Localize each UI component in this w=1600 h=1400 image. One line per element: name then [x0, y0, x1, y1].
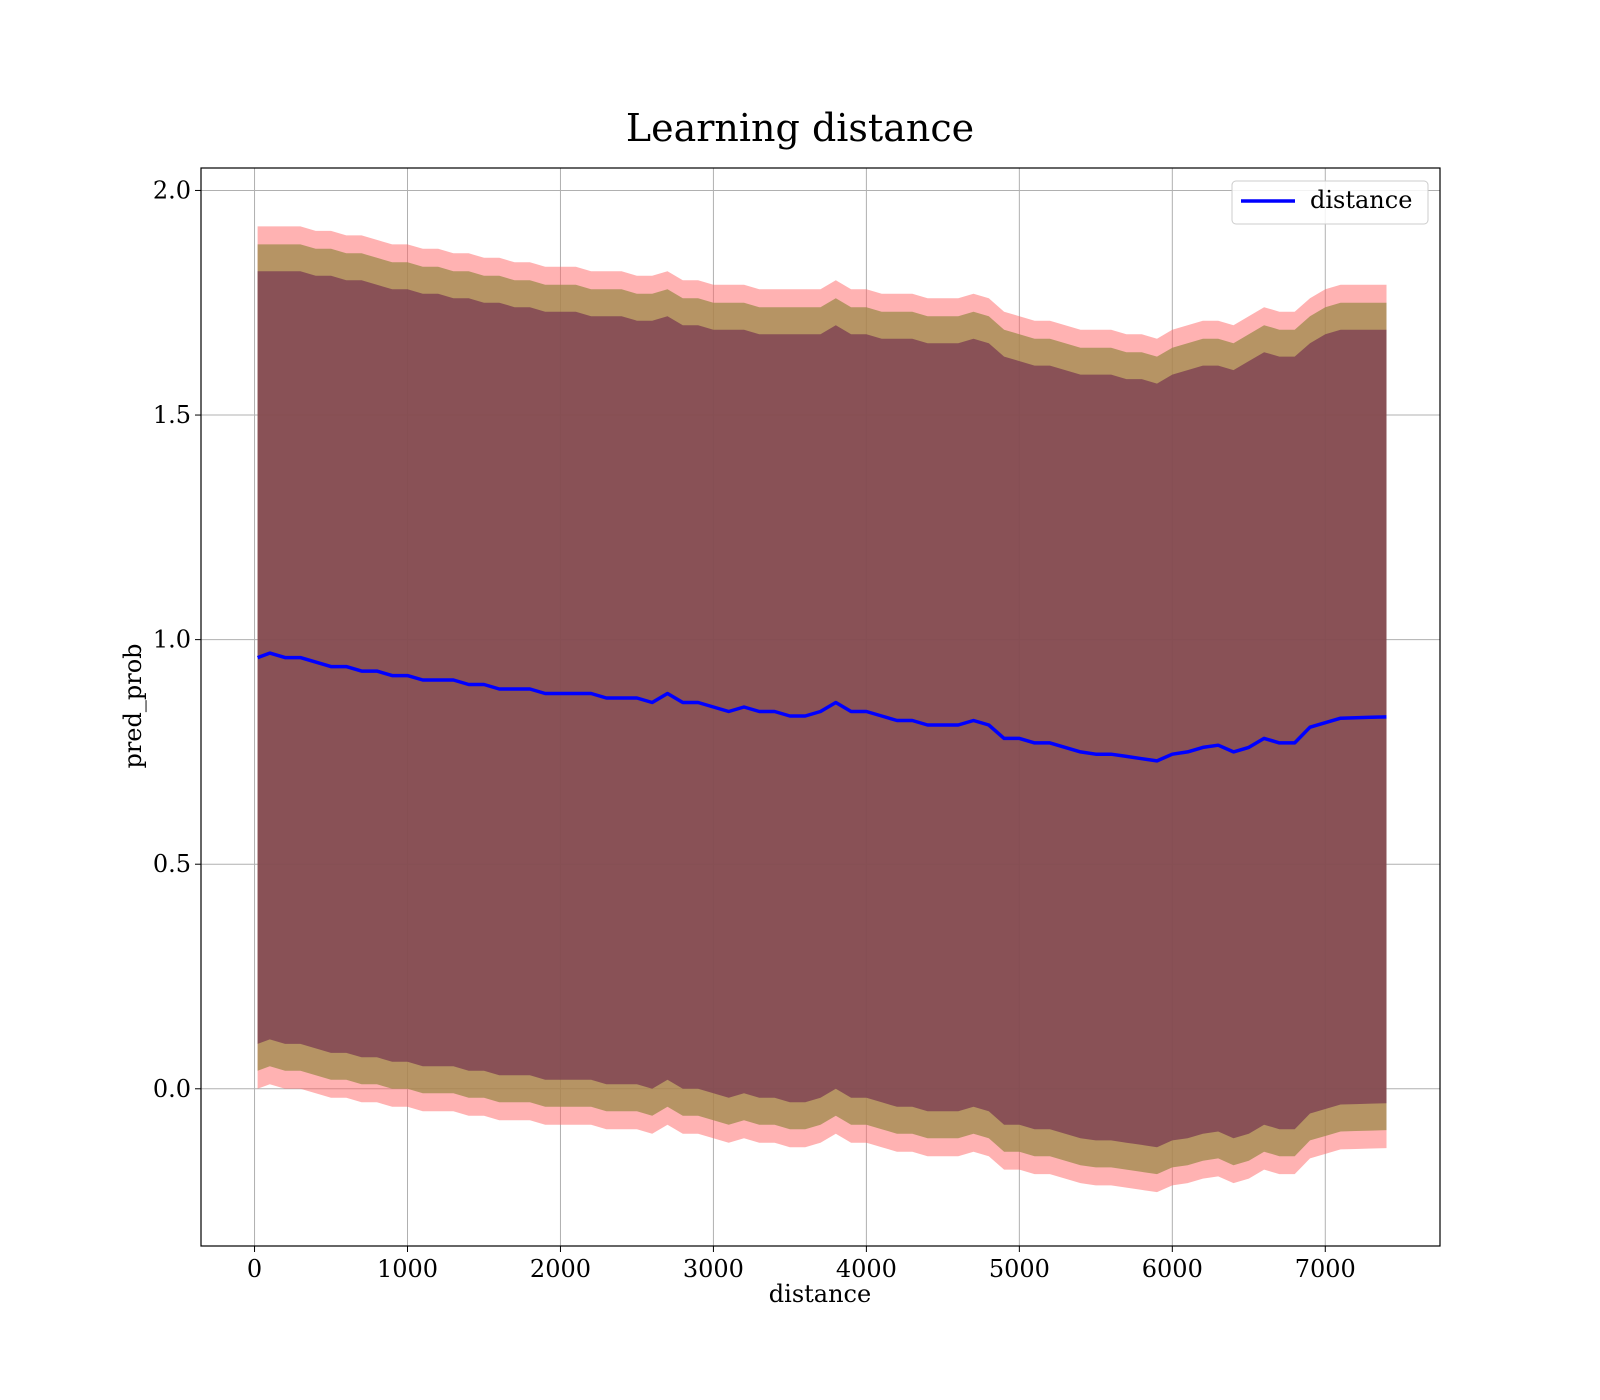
- legend: distance: [1231, 180, 1429, 225]
- x-tick-label-5: 5000: [989, 1255, 1050, 1283]
- legend-label-distance: distance: [1310, 186, 1412, 214]
- x-tick-label-2: 2000: [530, 1255, 591, 1283]
- chart-title: Learning distance: [626, 106, 974, 150]
- x-axis-ticks: 0 1000 2000 3000 4000 5000 6000 7000: [247, 1246, 1356, 1283]
- y-tick-label-3: 1.5: [153, 401, 191, 429]
- x-tick-label-4: 4000: [836, 1255, 897, 1283]
- legend-box: [1231, 180, 1429, 225]
- x-tick-label-7: 7000: [1295, 1255, 1356, 1283]
- y-tick-label-0: 0.0: [153, 1075, 191, 1103]
- series-line-distance: [256, 651, 1387, 763]
- x-tick-label-1: 1000: [377, 1255, 438, 1283]
- y-tick-label-2: 1.0: [153, 626, 191, 654]
- line-series: [256, 651, 1387, 763]
- y-axis-ticks: 0.0 0.5 1.0 1.5 2.0: [153, 176, 201, 1103]
- plot-frame: [200, 167, 1441, 1247]
- x-tick-label-3: 3000: [683, 1255, 744, 1283]
- x-tick-label-0: 0: [247, 1255, 262, 1283]
- x-axis-label: distance: [769, 1280, 871, 1308]
- y-axis-label: pred_prob: [119, 643, 147, 768]
- y-tick-label-4: 2.0: [153, 176, 191, 204]
- y-tick-label-1: 0.5: [153, 850, 191, 878]
- x-tick-label-6: 6000: [1142, 1255, 1203, 1283]
